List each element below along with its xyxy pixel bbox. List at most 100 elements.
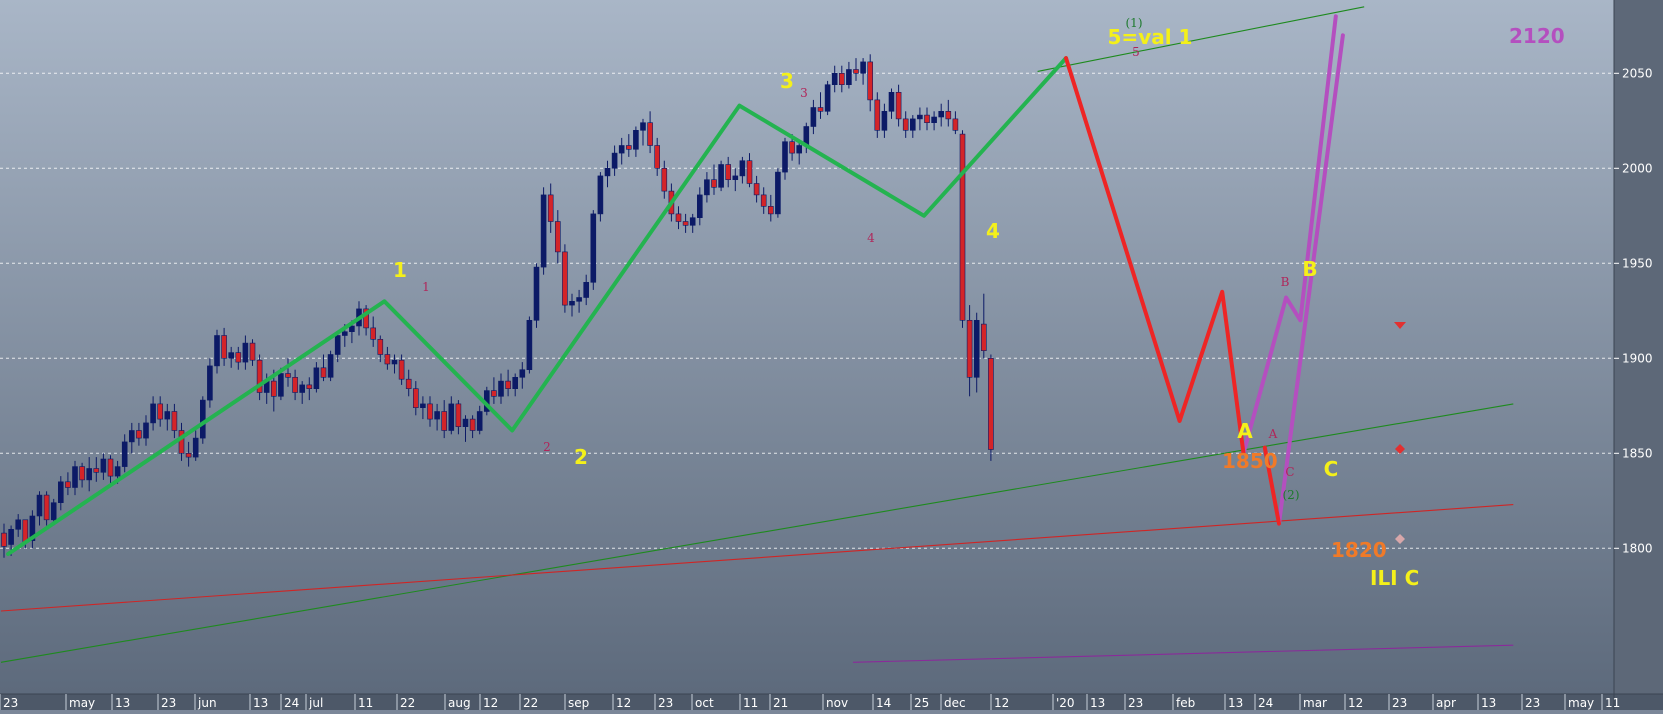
xtick-label: 22 (400, 696, 415, 710)
candle-body (1, 532, 7, 547)
candle (434, 403, 440, 431)
candle (647, 111, 653, 154)
candle (469, 415, 476, 439)
candle-body (917, 114, 923, 120)
candle (1, 523, 7, 558)
candle-body (860, 61, 866, 74)
candle-body (405, 378, 412, 390)
correction-path (1064, 56, 1246, 456)
candle (831, 65, 838, 93)
candle-body (867, 61, 874, 101)
small-label-2: 2 (543, 440, 551, 454)
candle-body (313, 367, 320, 389)
ytick-label: 1900 (1622, 351, 1653, 365)
candle (604, 160, 611, 188)
wave-label-5: 5=val 1 (1108, 25, 1193, 49)
xtick-label: mar (1303, 696, 1327, 710)
candle (391, 354, 398, 374)
candle-body (377, 338, 384, 355)
candle-body (711, 179, 717, 188)
candle-body (29, 515, 36, 542)
date-axis: 23 may 13 23 jun 13 24 jul 11 22 aug 12 22 sep 12 23 oct… (0, 694, 1620, 710)
candle-body (505, 380, 511, 390)
candle-body (519, 369, 526, 378)
candle-body (299, 384, 306, 393)
candle (966, 305, 973, 397)
xtick-label: 13 (1090, 696, 1105, 710)
candle (192, 430, 199, 461)
candle-body (192, 437, 199, 458)
candle (902, 111, 909, 138)
candle (988, 354, 994, 461)
candle-body (306, 384, 313, 389)
xtick-label: 23 (1392, 696, 1407, 710)
candle-body (952, 118, 959, 131)
xtick-label: 11 (358, 696, 373, 710)
candle (810, 99, 817, 135)
candle-body (57, 481, 64, 503)
candles (1, 54, 994, 558)
candle (398, 354, 405, 385)
trendline-0 (0, 403, 1514, 663)
candle-body (469, 418, 476, 431)
candle-body (689, 217, 696, 226)
wave-label-c: C (1324, 457, 1339, 481)
xtick-label: sep (568, 696, 589, 710)
candle (228, 346, 234, 368)
price-note-2120: 2120 (1509, 24, 1565, 48)
xtick-label: 11 (743, 696, 758, 710)
candle (846, 61, 852, 89)
candle (909, 115, 916, 138)
small-label-1: 1 (422, 280, 430, 294)
candle (625, 134, 632, 157)
candle-body (136, 430, 142, 439)
xtick-label: oct (695, 696, 714, 710)
candle-body (682, 221, 689, 226)
candle-body (341, 331, 348, 336)
candle-body (86, 468, 92, 481)
price-axis-panel (1614, 0, 1663, 710)
candle (214, 329, 220, 374)
candle-body (242, 342, 249, 363)
xtick-label: nov (826, 696, 848, 710)
xtick-label: 14 (876, 696, 891, 710)
candle-body (150, 403, 156, 424)
candle (29, 510, 36, 549)
candle-body (235, 352, 242, 363)
candle (654, 137, 661, 176)
price-note-1850: 1850 (1222, 449, 1278, 473)
candle-body (412, 388, 419, 409)
candle-body (164, 411, 171, 420)
candle (65, 472, 71, 496)
wave-label-3: 3 (780, 69, 794, 93)
candle-body (270, 380, 277, 397)
candle (57, 476, 64, 511)
candle (689, 213, 696, 233)
candle (36, 491, 43, 526)
candle (931, 111, 937, 131)
wave-label-4: 4 (986, 219, 1000, 243)
candle (874, 92, 881, 138)
candle (888, 88, 895, 119)
xtick-label: 13 (253, 696, 268, 710)
scenario-label: ILI C (1370, 566, 1419, 590)
candle (569, 293, 575, 317)
candle-body (228, 352, 234, 359)
candle-body (554, 221, 561, 253)
candle-body (831, 73, 838, 86)
candle (136, 422, 142, 446)
candle-body (512, 376, 519, 389)
candle (363, 305, 369, 336)
small-label-5: 5 (1132, 45, 1140, 59)
xtick-label: 23 (1525, 696, 1540, 710)
ytick-label: 1950 (1622, 256, 1653, 270)
candle (917, 107, 923, 131)
candle (661, 160, 668, 199)
candle-body (100, 458, 107, 473)
candle (285, 358, 291, 387)
candle (633, 126, 639, 157)
candle (711, 164, 717, 195)
candle-body (114, 466, 121, 477)
